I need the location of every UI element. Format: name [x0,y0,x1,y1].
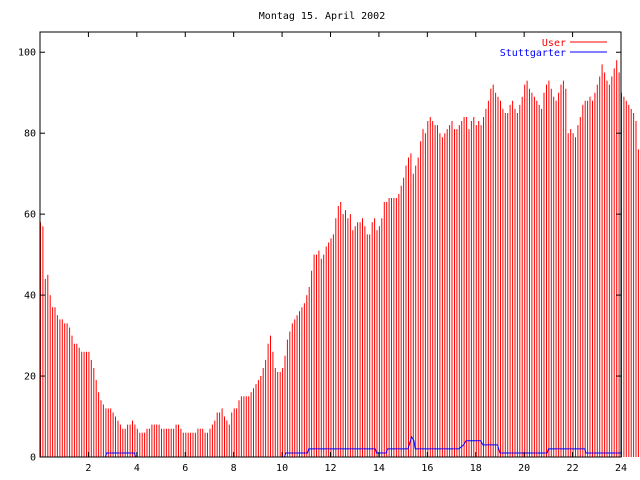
y-tick-label: 100 [18,48,36,59]
x-tick-label: 20 [518,463,530,474]
y-tick-label: 20 [24,372,36,383]
y-tick-label: 0 [30,453,36,464]
user-bars [40,60,639,457]
y-tick-label: 40 [24,291,36,302]
legend-label-user: User [542,38,566,49]
x-tick-label: 16 [421,463,433,474]
x-tick-label: 8 [231,463,237,474]
y-tick-label: 60 [24,210,36,221]
chart-title: Montag 15. April 2002 [259,11,385,22]
x-tick-label: 18 [470,463,482,474]
legend: User Stuttgarter [500,38,607,59]
legend-label-stuttgarter: Stuttgarter [500,48,566,59]
x-tick-label: 10 [276,463,288,474]
x-tick-label: 14 [373,463,385,474]
x-tick-label: 12 [324,463,336,474]
y-tick-label: 80 [24,129,36,140]
x-tick-label: 6 [182,463,188,474]
x-tick-label: 2 [85,463,91,474]
x-tick-label: 4 [134,463,140,474]
x-tick-label: 24 [615,463,627,474]
x-tick-label: 22 [567,463,579,474]
